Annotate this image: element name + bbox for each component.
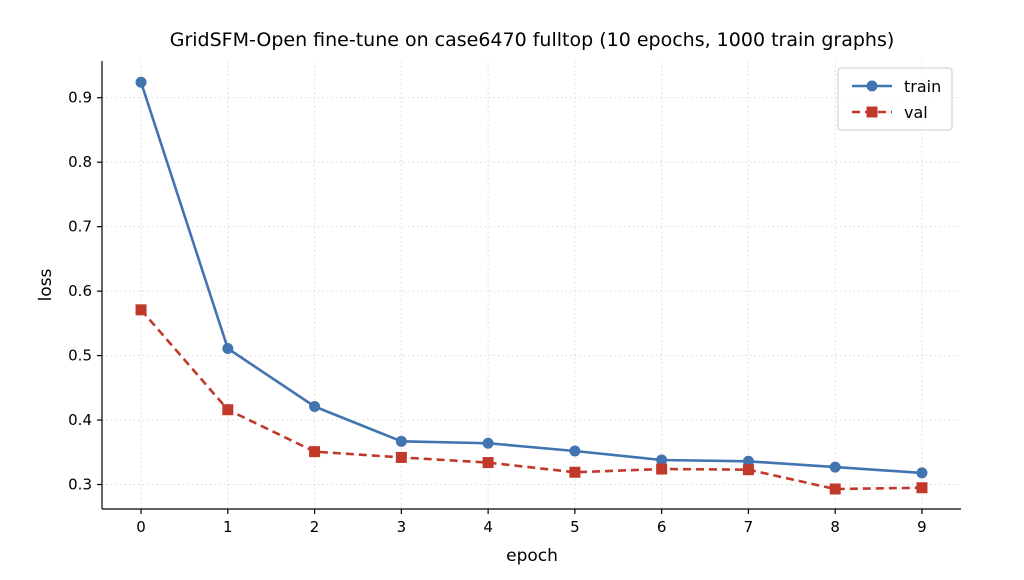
data-point-train [482, 437, 494, 449]
data-point-val [135, 304, 147, 316]
x-ticks: 0 1 2 3 4 5 6 7 8 9 [136, 509, 927, 536]
series-train [135, 76, 928, 479]
data-point-train [829, 461, 841, 473]
x-tick-label: 4 [483, 518, 493, 536]
x-tick-label: 7 [744, 518, 754, 536]
y-tick-label: 0.6 [68, 282, 92, 300]
x-tick-label: 0 [136, 518, 146, 536]
data-point-train [742, 455, 754, 467]
y-tick-label: 0.4 [68, 411, 92, 429]
x-tick-label: 1 [223, 518, 233, 536]
chart-title: GridSFM-Open fine-tune on case6470 fullt… [170, 29, 895, 51]
y-axis-label: loss [36, 268, 56, 301]
legend-val-marker [866, 106, 878, 118]
legend: train val [837, 67, 953, 131]
data-point-train [135, 76, 147, 88]
y-tick-label: 0.8 [68, 153, 92, 171]
series-group [135, 76, 928, 495]
data-point-train [309, 401, 321, 413]
data-point-val [829, 483, 841, 495]
series-line-val [140, 308, 922, 491]
data-point-val [222, 404, 234, 416]
data-point-val [569, 466, 581, 478]
x-tick-label: 3 [397, 518, 407, 536]
legend-train-label: train [904, 77, 941, 96]
y-tick-label: 0.5 [68, 347, 92, 365]
x-axis-label: epoch [506, 546, 558, 566]
x-tick-label: 8 [830, 518, 840, 536]
data-point-val [309, 446, 321, 458]
grid-lines [102, 61, 961, 509]
legend-train-marker [866, 80, 878, 92]
data-point-val [395, 451, 407, 463]
data-point-train [395, 435, 407, 447]
legend-val-label: val [904, 103, 928, 122]
data-point-val [482, 457, 494, 469]
x-tick-label: 2 [310, 518, 320, 536]
data-point-train [916, 467, 928, 479]
data-point-train [656, 454, 668, 466]
data-point-val [656, 463, 668, 475]
y-ticks: 0.3 0.4 0.5 0.6 0.7 0.8 0.9 [68, 89, 102, 494]
x-tick-label: 9 [917, 518, 927, 536]
data-point-train [569, 445, 581, 457]
series-line-train [139, 81, 923, 475]
y-tick-label: 0.9 [68, 89, 92, 107]
axes [101, 61, 961, 510]
data-point-train [222, 342, 234, 354]
y-tick-label: 0.7 [68, 218, 92, 236]
data-point-val [916, 482, 928, 494]
series-val [135, 304, 928, 495]
x-tick-label: 6 [657, 518, 667, 536]
y-tick-label: 0.3 [68, 476, 92, 494]
x-tick-label: 5 [570, 518, 580, 536]
data-point-val [742, 464, 754, 476]
